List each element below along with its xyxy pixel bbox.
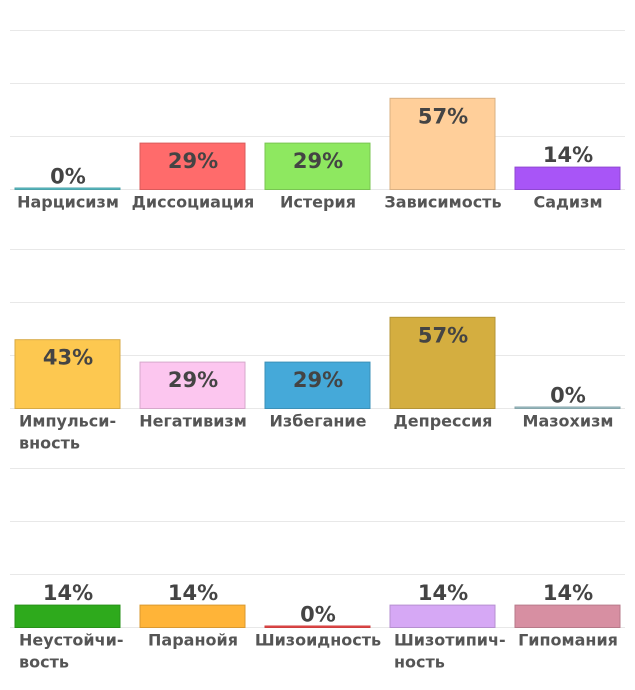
- bar: [264, 625, 371, 628]
- bar: [514, 406, 621, 409]
- category-label: Неустойчи-: [19, 631, 123, 650]
- data-label: 57%: [418, 323, 468, 347]
- category-label: Негативизм: [139, 412, 247, 431]
- category-label: Зависимость: [384, 193, 501, 212]
- category-label: ность: [394, 653, 445, 672]
- bar: [14, 187, 121, 190]
- data-label: 43%: [43, 346, 93, 370]
- data-label: 14%: [543, 581, 593, 605]
- category-label: Мазохизм: [523, 412, 614, 431]
- bar: [139, 604, 246, 628]
- chart-1: 0% Нарцисизм 29% Диссоциация 29% Истерия 57% За…: [10, 30, 625, 212]
- data-label: 14%: [543, 143, 593, 167]
- category-label: Шизоидность: [255, 631, 381, 650]
- data-label: 0%: [550, 384, 586, 408]
- bar: [139, 142, 246, 191]
- category-label: Шизотипич-: [394, 631, 506, 650]
- category-label: Паранойя: [148, 631, 238, 650]
- data-label: 29%: [168, 368, 218, 392]
- bar: [264, 361, 371, 410]
- category-label: вость: [19, 653, 69, 672]
- data-label: 29%: [168, 149, 218, 173]
- data-label: 0%: [50, 165, 86, 189]
- category-label: Импульси-: [19, 412, 116, 431]
- data-label: 0%: [300, 603, 336, 627]
- bar: [139, 361, 246, 410]
- bar: [389, 604, 496, 628]
- bar: [14, 604, 121, 628]
- bar: [264, 142, 371, 191]
- category-label: Избегание: [270, 412, 367, 431]
- category-label: вность: [19, 434, 80, 453]
- bar: [389, 316, 496, 409]
- category-label: Диссоциация: [132, 193, 255, 212]
- chart-3: 14% Неустойчи-вость 14% Паранойя 0% Шизоиднос…: [10, 468, 625, 672]
- category-label: Нарцисизм: [17, 193, 119, 212]
- data-label: 14%: [418, 581, 468, 605]
- category-label: Гипомания: [518, 631, 618, 650]
- data-label: 29%: [293, 149, 343, 173]
- data-label: 29%: [293, 368, 343, 392]
- category-label: Депрессия: [394, 412, 493, 431]
- bar: [389, 97, 496, 190]
- bar: [514, 604, 621, 628]
- data-label: 57%: [418, 104, 468, 128]
- category-label: Истерия: [280, 193, 356, 212]
- chart-2: 43% Импульси-вность 29% Негативизм 29% Избега…: [10, 249, 625, 453]
- category-label: Садизм: [533, 193, 602, 212]
- data-label: 14%: [168, 581, 218, 605]
- bar: [514, 166, 621, 191]
- bar: [14, 339, 121, 410]
- data-label: 14%: [43, 581, 93, 605]
